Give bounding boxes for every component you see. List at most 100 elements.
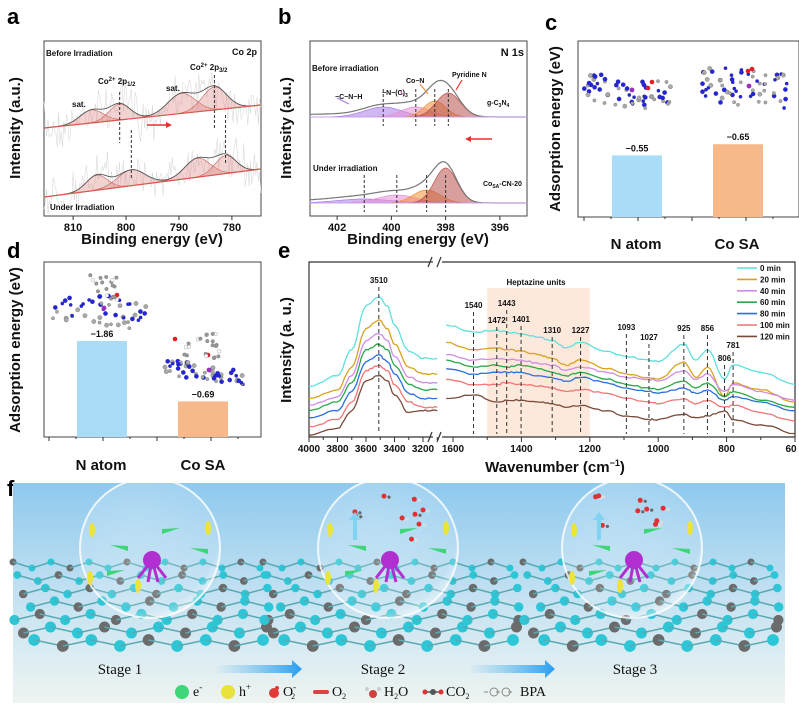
panel-a-xps-co2p: Before Irradiation Co 2p Co2+ 2p1/2 Co2+… (7, 40, 262, 248)
panel-letter-c: c (545, 10, 557, 35)
electron-icon (428, 548, 446, 554)
label-part: −N−(C) (382, 90, 405, 97)
product-molecule-icon (412, 511, 418, 517)
molecule-atom (616, 96, 622, 102)
molecule-atom (181, 370, 186, 375)
spectrum-line-80-min (308, 354, 438, 419)
molecule-atom (67, 295, 72, 301)
product-molecule-icon (666, 507, 670, 511)
bar-n-atom (612, 155, 662, 217)
legend-label-bpa: BPA (520, 685, 547, 700)
molecule-atom (642, 94, 647, 99)
molecule-atom (183, 345, 188, 350)
axis-break-mark (436, 431, 442, 443)
legend-label: 60 min (760, 298, 785, 307)
molecule-atom (168, 369, 172, 373)
molecule-atom (730, 80, 735, 85)
molecule-atom (109, 322, 113, 327)
molecule-atom (772, 91, 776, 95)
bubble (561, 477, 703, 619)
pointer-arrow-icon (419, 83, 429, 95)
lattice-atom (538, 634, 551, 646)
fit-envelope-line (43, 85, 260, 129)
label-part: O (398, 685, 408, 700)
molecule-atom (627, 93, 632, 97)
molecule-atom (664, 80, 669, 84)
molecule-atom (114, 275, 119, 280)
bar-value-label: −1.86 (91, 329, 114, 339)
lattice-atom (490, 596, 500, 606)
panel-letter-a: a (7, 4, 20, 29)
legend-label: 120 min (760, 332, 790, 341)
series-label-under: Under Irradiation (50, 203, 115, 212)
label-part: 3 (499, 103, 502, 109)
axis-break-mark (427, 256, 433, 268)
spectrum-line-120-min (308, 374, 438, 436)
lattice-atom (511, 621, 522, 633)
hole-icon (89, 523, 95, 537)
molecule-atom (719, 78, 723, 82)
molecule-atom (782, 106, 786, 110)
legend-label-co2: CO2 (446, 685, 469, 701)
molecule-atom (763, 82, 768, 86)
panel-e-ftir: 3510 1540 1472 1443 1401 1310 1227 1093 1027 925 8… (278, 256, 797, 476)
cobalt-atom (206, 367, 212, 373)
molecule-atom (133, 301, 139, 306)
x-tick-label: 1600 (442, 444, 465, 455)
product-molecule-icon (650, 508, 654, 512)
lattice-atom (466, 602, 476, 612)
molecule-atom (602, 101, 607, 105)
peak-label: 1401 (512, 315, 530, 324)
lattice-atom (523, 571, 532, 579)
electron-icon (672, 548, 690, 554)
product-molecule-icon (602, 495, 606, 499)
molecule-atom (75, 307, 81, 313)
molecule-atom (90, 299, 95, 305)
label-part: 3 (405, 93, 408, 99)
hole-icon (221, 685, 235, 699)
component-label-pyridine: Pyridine N (452, 72, 487, 79)
panel-letter-f: f (7, 476, 15, 501)
molecule-atom (641, 82, 647, 88)
legend-label: 20 min (760, 275, 785, 284)
hole-icon (617, 579, 623, 593)
molecule-atom (214, 344, 218, 349)
y-axis-label: Intensity (a.u.) (7, 77, 24, 179)
molecule-atom (632, 95, 636, 100)
molecule-atom (641, 102, 647, 108)
legend-label-hole: h+ (239, 682, 251, 700)
spectrum-line-100-min (446, 378, 796, 422)
panel-f-mechanism-schematic: Stage 1 Stage 2 Stage 3 e-h+ O-2 O2 H2O CO2 B… (9, 477, 785, 703)
electron-icon (348, 545, 366, 551)
x-tick-label: 800 (117, 222, 135, 234)
spectrum-line-80-min (446, 368, 796, 412)
molecule-atom (732, 100, 736, 105)
hole-icon (325, 571, 331, 585)
hole-icon (373, 579, 379, 593)
molecule-atom (234, 373, 239, 378)
legend-label-water: H2O (384, 685, 408, 701)
peak-label: 1027 (640, 333, 658, 342)
panel-letter-d: d (7, 238, 20, 263)
molecule-atom (723, 66, 728, 71)
superoxide-icon (275, 686, 279, 690)
spectrum-line-20-min (446, 341, 796, 403)
label-part: 4 (507, 103, 510, 109)
molecule-atom (750, 88, 755, 93)
label-part: H (384, 685, 394, 700)
peak-label-2p12: Co2+ 2p1/2 (98, 77, 136, 88)
molecule-atom (122, 320, 127, 325)
product-molecule-icon (658, 523, 663, 527)
product-molecule-icon (405, 517, 409, 521)
molecule-atom (210, 339, 215, 344)
x-tick-label: 3400 (383, 444, 406, 455)
axis-break-mark (436, 256, 442, 268)
peak-label: 1540 (465, 301, 483, 310)
x-tick-label: 1000 (647, 444, 670, 455)
co-n-bond (632, 559, 642, 583)
spectrum-line-60-min (308, 343, 438, 412)
molecule-atom (187, 365, 192, 369)
molecule-atom (708, 83, 714, 88)
hole-icon (569, 571, 575, 585)
molecule-atom (82, 313, 88, 319)
